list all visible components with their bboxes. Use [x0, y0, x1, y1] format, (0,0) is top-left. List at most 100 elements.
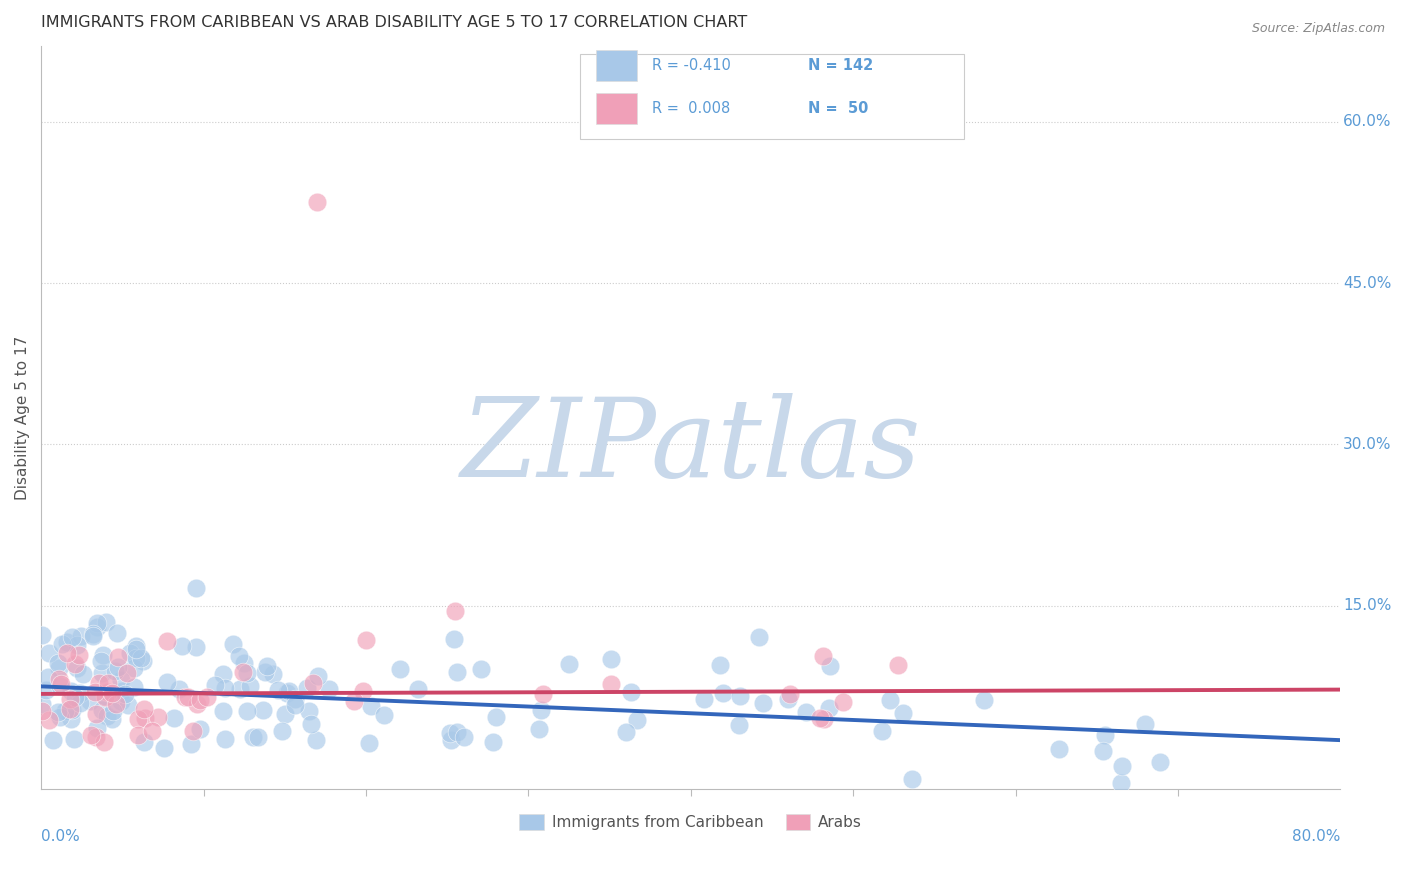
Point — [242, 730, 264, 744]
Point — [214, 681, 236, 696]
Point — [709, 657, 731, 672]
Text: N =  50: N = 50 — [807, 101, 868, 116]
Point — [818, 659, 841, 673]
Point — [91, 703, 114, 717]
Point — [38, 646, 60, 660]
Point — [891, 706, 914, 721]
Point — [96, 709, 118, 723]
Point — [305, 732, 328, 747]
Point — [103, 664, 125, 678]
Point — [284, 692, 307, 706]
Point — [295, 681, 318, 695]
Point — [86, 721, 108, 735]
Point — [89, 676, 111, 690]
Point — [232, 665, 254, 679]
Point — [239, 679, 262, 693]
Point — [1094, 728, 1116, 742]
Point — [97, 684, 120, 698]
Point — [56, 646, 79, 660]
Point — [817, 701, 839, 715]
Point — [184, 581, 207, 595]
Point — [107, 660, 129, 674]
Point — [470, 662, 492, 676]
Point — [233, 656, 256, 670]
Point — [1092, 743, 1115, 757]
Point — [776, 691, 799, 706]
Point — [299, 717, 322, 731]
Point — [93, 735, 115, 749]
Point — [599, 652, 621, 666]
Point — [172, 639, 194, 653]
Point — [1135, 717, 1157, 731]
FancyBboxPatch shape — [596, 50, 637, 81]
FancyBboxPatch shape — [596, 93, 637, 124]
Point — [53, 704, 76, 718]
Point — [212, 667, 235, 681]
Point — [533, 687, 555, 701]
Point — [1049, 742, 1071, 756]
Point — [599, 677, 621, 691]
Point — [127, 712, 149, 726]
Point — [59, 692, 82, 706]
Point — [886, 658, 908, 673]
Point — [408, 681, 430, 696]
Point — [177, 690, 200, 704]
Point — [127, 727, 149, 741]
Point — [446, 724, 468, 739]
Point — [86, 616, 108, 631]
Point — [156, 634, 179, 648]
Point — [120, 646, 142, 660]
Point — [186, 640, 208, 654]
Point — [94, 690, 117, 704]
Point — [180, 737, 202, 751]
Point — [72, 666, 94, 681]
Point — [527, 722, 550, 736]
Point — [96, 676, 118, 690]
Point — [91, 665, 114, 680]
Point — [79, 694, 101, 708]
Point — [124, 681, 146, 695]
Point — [48, 672, 70, 686]
Point — [444, 604, 467, 618]
Text: R = -0.410: R = -0.410 — [652, 58, 731, 73]
Point — [879, 692, 901, 706]
Point — [813, 712, 835, 726]
Point — [236, 704, 259, 718]
Point — [307, 195, 329, 210]
Text: 60.0%: 60.0% — [1343, 114, 1392, 129]
Point — [274, 707, 297, 722]
Point — [48, 661, 70, 675]
Point — [352, 684, 374, 698]
Point — [1111, 759, 1133, 773]
Point — [440, 732, 463, 747]
Point — [620, 685, 643, 699]
Point — [173, 690, 195, 705]
Point — [101, 686, 124, 700]
Point — [810, 711, 832, 725]
Point — [235, 666, 257, 681]
Point — [1109, 776, 1132, 790]
Point — [163, 711, 186, 725]
Point — [446, 665, 468, 679]
Point — [107, 649, 129, 664]
Point — [63, 731, 86, 746]
Point — [56, 635, 79, 649]
Text: 15.0%: 15.0% — [1343, 599, 1392, 613]
Point — [752, 697, 775, 711]
Point — [389, 662, 412, 676]
Point — [114, 687, 136, 701]
Text: N = 142: N = 142 — [807, 58, 873, 73]
Point — [31, 697, 53, 711]
Point — [271, 724, 294, 739]
Point — [84, 685, 107, 699]
Point — [730, 690, 752, 704]
Point — [482, 735, 505, 749]
FancyBboxPatch shape — [581, 54, 963, 139]
Point — [343, 694, 366, 708]
Point — [813, 649, 835, 664]
Point — [122, 661, 145, 675]
Point — [49, 679, 72, 693]
Text: Source: ZipAtlas.com: Source: ZipAtlas.com — [1251, 22, 1385, 36]
Point — [453, 730, 475, 744]
Text: R =  0.008: R = 0.008 — [652, 101, 730, 116]
